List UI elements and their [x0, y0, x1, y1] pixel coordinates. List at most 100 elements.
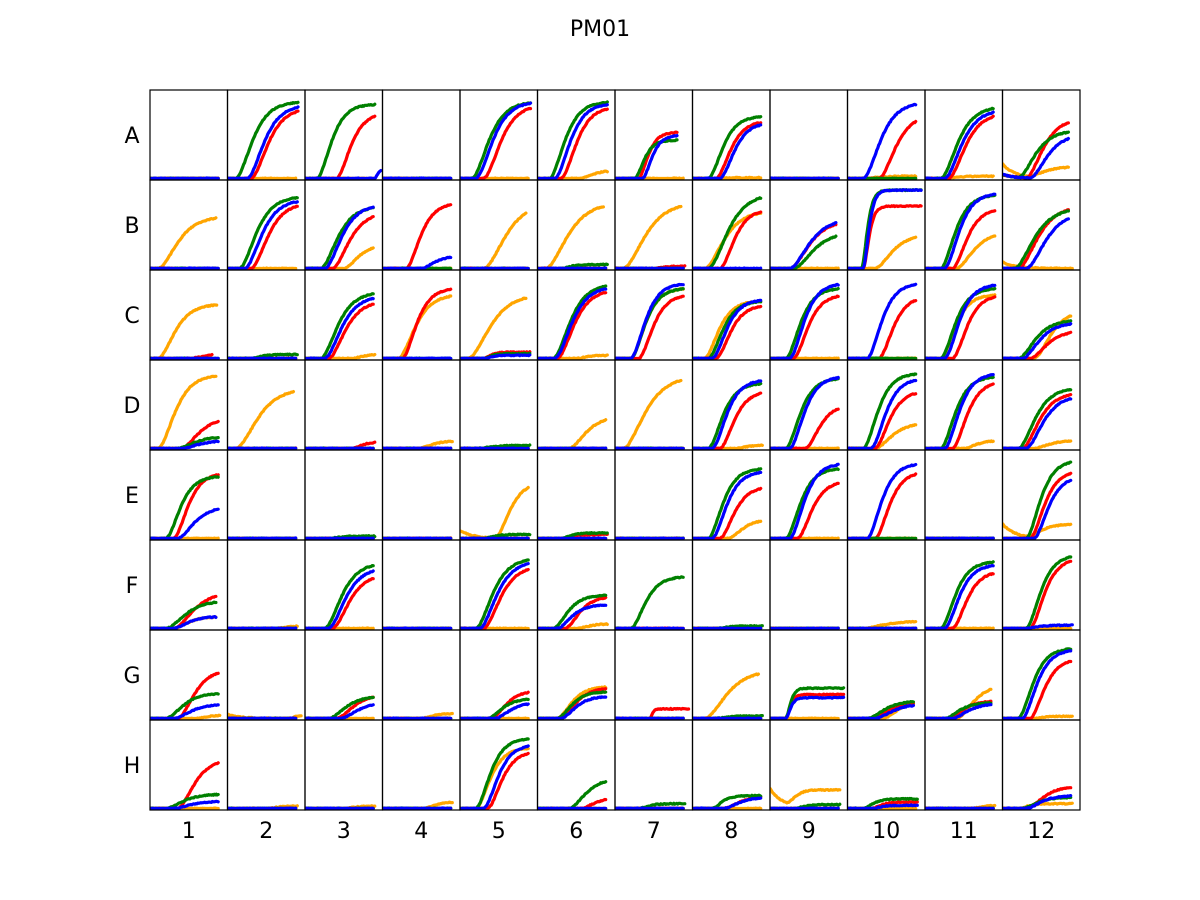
well-f6: [536, 539, 616, 631]
curve-blue-f2: [227, 626, 298, 630]
curve-blue-d10: [847, 378, 918, 450]
well-frame: [691, 89, 771, 181]
well-frame: [149, 89, 229, 181]
well-frame: [769, 89, 849, 181]
well-a10: [846, 89, 926, 181]
curve-blue-b3: [305, 205, 375, 270]
well-g11: [924, 629, 1004, 721]
well-a3: [304, 89, 384, 181]
curve-blue-h11: [925, 806, 995, 810]
curve-blue-e5: [460, 536, 530, 540]
well-frame: [536, 359, 616, 451]
curve-blue-g7: [615, 716, 685, 720]
curve-blue-b12: [1002, 217, 1070, 270]
well-frame: [769, 449, 849, 541]
curve-orange-b10: [847, 235, 918, 270]
well-a1: [149, 89, 229, 181]
curve-blue-a2: [227, 105, 300, 180]
curve-orange-d2: [227, 390, 295, 450]
well-d7: [614, 359, 694, 451]
well-b11: [924, 179, 1004, 271]
well-frame: [381, 629, 461, 721]
well-h7: [614, 719, 694, 811]
curve-blue-a4: [382, 176, 453, 180]
curve-blue-b1: [150, 266, 220, 270]
well-c4: [381, 269, 461, 361]
well-f12: [1001, 539, 1081, 631]
well-frame: [381, 89, 461, 181]
curve-blue-g9: [770, 695, 846, 720]
well-g5: [459, 629, 539, 721]
curve-red-c10: [847, 299, 918, 360]
well-g1: [149, 629, 229, 721]
curve-blue-h2: [227, 806, 298, 810]
well-e2: [226, 449, 306, 541]
well-frame: [304, 449, 384, 541]
well-frame: [691, 539, 771, 631]
well-frame: [846, 539, 926, 631]
row-label-a: A: [124, 124, 139, 149]
well-frame: [924, 269, 1004, 361]
well-a9: [769, 89, 849, 181]
well-frame: [1001, 719, 1081, 811]
well-a4: [381, 89, 461, 181]
row-label-h: H: [124, 754, 141, 779]
well-c2: [226, 269, 306, 361]
well-e9: [769, 449, 849, 541]
curve-red-d8: [692, 391, 763, 450]
curve-orange-b1: [150, 216, 218, 270]
curve-blue-a8: [692, 123, 763, 180]
well-frame: [924, 89, 1004, 181]
well-frame: [149, 179, 229, 271]
curve-orange-d1: [150, 374, 218, 450]
curve-blue-g3: [305, 703, 375, 720]
well-f4: [381, 539, 461, 631]
curve-blue-d2: [227, 446, 298, 450]
well-f3: [304, 539, 384, 631]
well-h4: [381, 719, 461, 811]
row-label-f: F: [126, 574, 139, 599]
well-d9: [769, 359, 849, 451]
curve-blue-a5: [460, 101, 533, 180]
well-frame: [769, 719, 849, 811]
curve-blue-d7: [615, 446, 685, 450]
curve-red-g12: [1002, 659, 1073, 720]
curve-orange-b12: [1002, 260, 1074, 270]
well-b6: [536, 179, 616, 271]
well-frame: [226, 269, 306, 361]
curve-blue-c9: [770, 282, 840, 360]
well-c11: [924, 269, 1004, 361]
curve-blue-c11: [925, 283, 997, 360]
well-f10: [846, 539, 926, 631]
well-b5: [459, 179, 539, 271]
well-frame: [769, 539, 849, 631]
well-g9: [769, 629, 849, 721]
column-label-4: 4: [414, 819, 428, 844]
column-label-9: 9: [802, 819, 816, 844]
curve-blue-g11: [925, 703, 993, 720]
column-label-12: 12: [1027, 819, 1055, 844]
well-frame: [459, 179, 539, 271]
curve-blue-e7: [615, 536, 685, 540]
well-frame: [226, 449, 306, 541]
curve-blue-h5: [460, 744, 530, 810]
curve-blue-a7: [615, 134, 679, 180]
curve-blue-b7: [615, 266, 685, 270]
well-a2: [226, 89, 306, 181]
row-labels: A B C D E F G H: [123, 124, 140, 779]
well-b7: [614, 179, 694, 271]
well-frame: [924, 449, 1004, 541]
curve-blue-c5: [460, 353, 532, 360]
well-b9: [769, 179, 849, 271]
curve-blue-g6: [537, 695, 608, 720]
well-frame: [846, 449, 926, 541]
curve-blue-c12: [1002, 322, 1073, 360]
curve-blue-h7: [615, 806, 685, 810]
curve-orange-e12: [1002, 522, 1073, 538]
curve-red-e12: [1002, 471, 1073, 540]
well-b3: [304, 179, 384, 271]
column-label-11: 11: [950, 819, 978, 844]
curve-blue-b4: [382, 255, 453, 270]
well-frame: [226, 719, 306, 811]
curve-orange-b7: [615, 204, 683, 270]
